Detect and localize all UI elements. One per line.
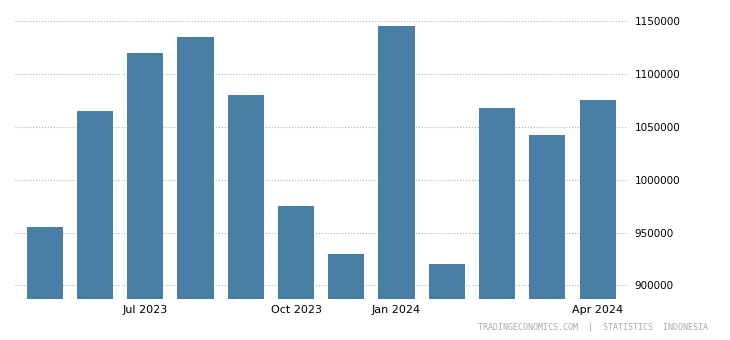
Bar [127, 53, 164, 340]
Bar [177, 37, 214, 340]
Bar [378, 26, 415, 340]
Bar [228, 95, 264, 340]
Text: TRADINGECONOMICS.COM  |  STATISTICS  INDONESIA: TRADINGECONOMICS.COM | STATISTICS INDONE… [478, 323, 708, 332]
Bar [479, 107, 515, 340]
Bar [429, 264, 465, 340]
Bar [77, 111, 113, 340]
Bar [529, 135, 566, 340]
Bar [580, 100, 615, 340]
Bar [27, 227, 63, 340]
Bar [328, 254, 364, 340]
Bar [278, 206, 314, 340]
